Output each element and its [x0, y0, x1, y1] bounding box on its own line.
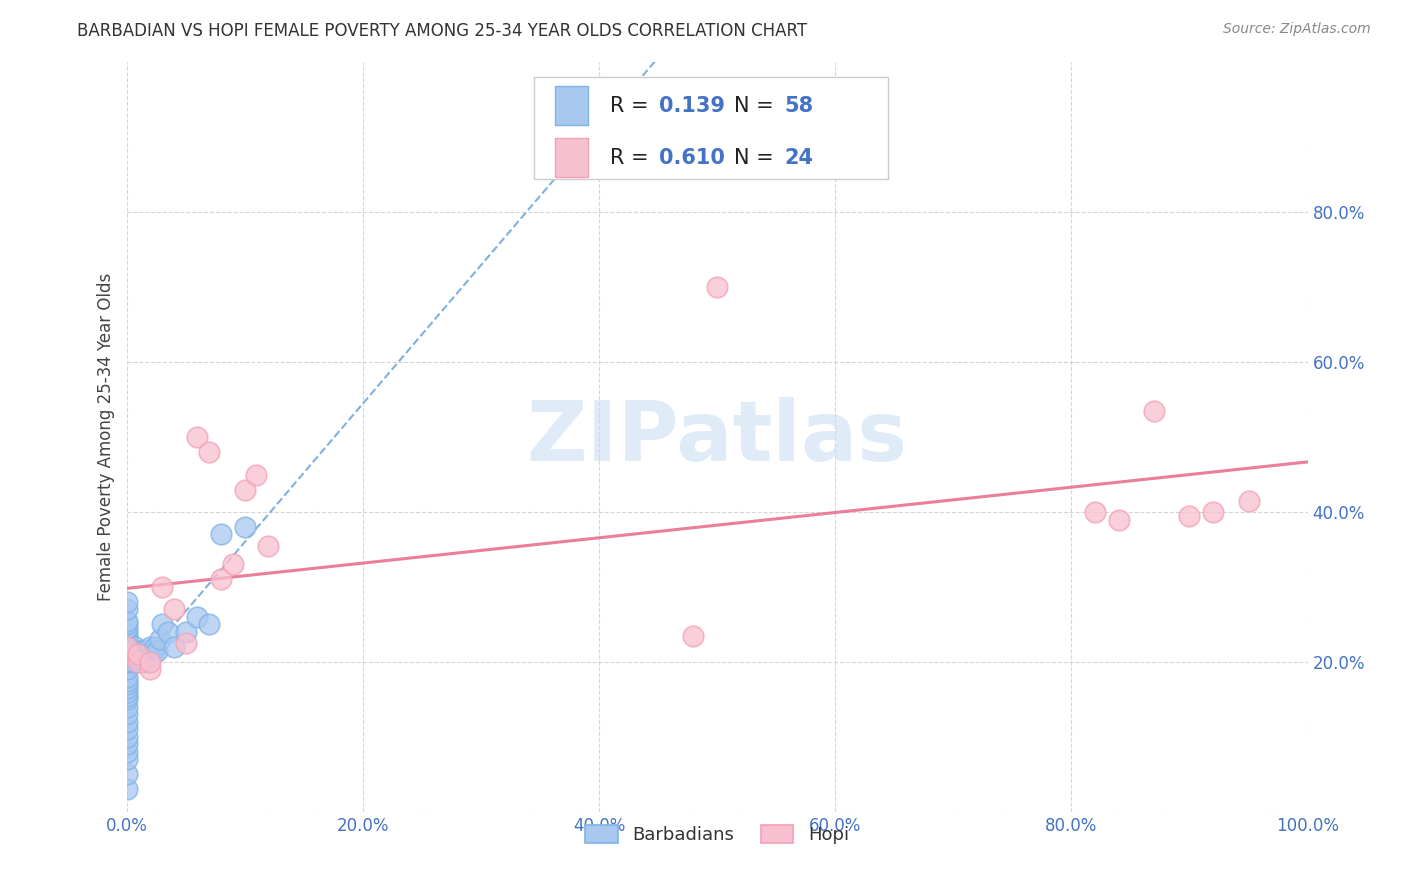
- Point: [174, 636, 197, 650]
- Point: [115, 745, 138, 759]
- Text: 0.139: 0.139: [659, 96, 725, 116]
- Point: [233, 483, 256, 497]
- Point: [115, 723, 138, 737]
- Text: R =: R =: [610, 147, 655, 168]
- Point: [139, 662, 162, 676]
- Point: [115, 602, 138, 616]
- Point: [115, 782, 138, 797]
- Point: [125, 643, 148, 657]
- Point: [1143, 404, 1166, 418]
- Point: [115, 689, 138, 703]
- Point: [209, 527, 232, 541]
- Point: [245, 467, 267, 482]
- Point: [115, 737, 138, 751]
- Point: [115, 640, 138, 654]
- Point: [1178, 508, 1201, 523]
- Point: [115, 632, 138, 647]
- FancyBboxPatch shape: [534, 78, 889, 178]
- Text: R =: R =: [610, 96, 655, 116]
- Legend: Barbadians, Hopi: Barbadians, Hopi: [578, 818, 856, 851]
- Point: [115, 681, 138, 695]
- Point: [122, 655, 145, 669]
- Point: [115, 655, 138, 669]
- Point: [1202, 505, 1225, 519]
- Point: [115, 595, 138, 609]
- Point: [115, 629, 138, 643]
- Point: [186, 430, 208, 444]
- Text: 58: 58: [785, 96, 814, 116]
- Point: [115, 692, 138, 706]
- Bar: [555, 138, 588, 178]
- Point: [150, 617, 173, 632]
- Point: [257, 539, 280, 553]
- Point: [139, 640, 162, 654]
- Text: BARBADIAN VS HOPI FEMALE POVERTY AMONG 25-34 YEAR OLDS CORRELATION CHART: BARBADIAN VS HOPI FEMALE POVERTY AMONG 2…: [77, 22, 807, 40]
- Point: [127, 648, 149, 662]
- Point: [131, 643, 153, 657]
- Point: [163, 602, 186, 616]
- Point: [129, 655, 152, 669]
- Point: [115, 636, 138, 650]
- Point: [115, 767, 138, 781]
- Text: 24: 24: [785, 147, 814, 168]
- Point: [706, 280, 728, 294]
- Text: N =: N =: [734, 147, 780, 168]
- Text: 0.610: 0.610: [659, 147, 725, 168]
- Point: [115, 617, 138, 632]
- Point: [115, 730, 138, 744]
- Point: [115, 685, 138, 699]
- Point: [121, 648, 143, 662]
- Point: [132, 651, 155, 665]
- Point: [163, 640, 186, 654]
- Point: [115, 614, 138, 628]
- Point: [115, 670, 138, 684]
- Point: [1108, 512, 1130, 526]
- Point: [209, 573, 232, 587]
- Point: [115, 752, 138, 766]
- Point: [134, 648, 156, 662]
- Point: [115, 699, 138, 714]
- Text: N =: N =: [734, 96, 780, 116]
- Point: [115, 707, 138, 722]
- Point: [138, 651, 160, 665]
- Point: [143, 640, 166, 654]
- Point: [115, 621, 138, 635]
- Point: [127, 651, 149, 665]
- Point: [156, 624, 179, 639]
- Point: [682, 629, 704, 643]
- Point: [150, 580, 173, 594]
- Point: [115, 677, 138, 691]
- Point: [141, 648, 163, 662]
- Point: [127, 655, 149, 669]
- Y-axis label: Female Poverty Among 25-34 Year Olds: Female Poverty Among 25-34 Year Olds: [97, 273, 115, 601]
- Point: [198, 445, 221, 459]
- Point: [222, 558, 245, 572]
- Point: [198, 617, 221, 632]
- Point: [233, 520, 256, 534]
- Point: [134, 655, 156, 669]
- Point: [135, 643, 157, 657]
- Point: [115, 714, 138, 729]
- Point: [115, 662, 138, 676]
- Point: [139, 655, 162, 669]
- Point: [115, 640, 138, 654]
- Point: [115, 673, 138, 688]
- Text: ZIPatlas: ZIPatlas: [527, 397, 907, 477]
- Point: [146, 643, 169, 657]
- Point: [136, 648, 159, 662]
- Point: [149, 632, 172, 647]
- Point: [115, 624, 138, 639]
- Point: [1084, 505, 1107, 519]
- Point: [115, 648, 138, 662]
- Point: [174, 624, 197, 639]
- Point: [186, 610, 208, 624]
- Point: [128, 643, 150, 657]
- Point: [115, 648, 138, 662]
- Text: Source: ZipAtlas.com: Source: ZipAtlas.com: [1223, 22, 1371, 37]
- Point: [1237, 493, 1260, 508]
- Point: [124, 640, 146, 654]
- Bar: [555, 87, 588, 126]
- Point: [127, 648, 149, 662]
